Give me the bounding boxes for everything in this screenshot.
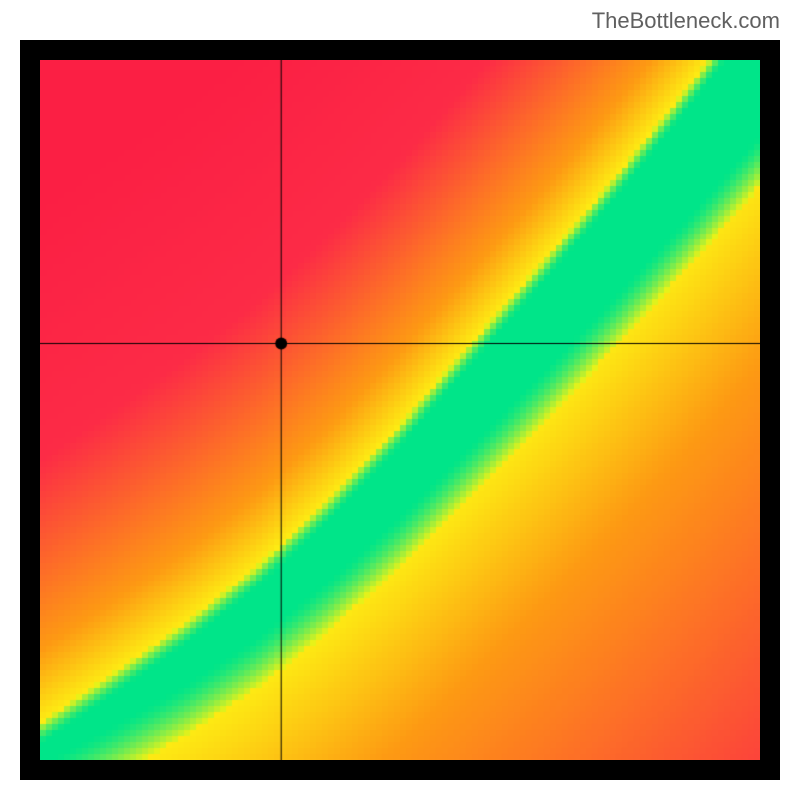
heatmap-canvas (40, 60, 760, 760)
plot-frame (20, 40, 780, 780)
plot-area (40, 60, 760, 760)
chart-container: { "watermark": { "text": "TheBottleneck.… (0, 0, 800, 800)
watermark-text: TheBottleneck.com (592, 8, 780, 34)
